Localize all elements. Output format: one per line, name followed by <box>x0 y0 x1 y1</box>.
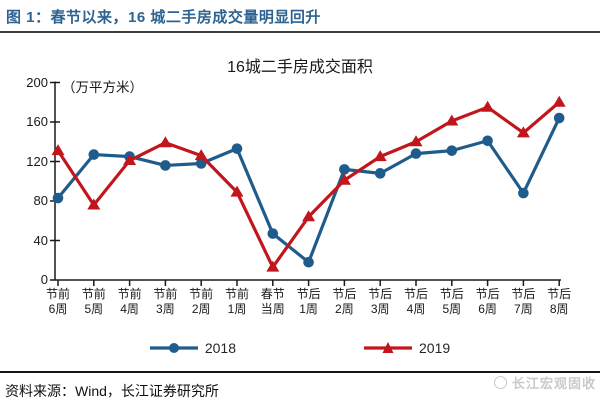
watermark-text: 长江宏观固收 <box>511 376 596 391</box>
legend-marker-icon <box>149 343 198 353</box>
source-text: 资料来源：Wind，长江证券研究所 <box>5 383 219 399</box>
y-tick-label: 160 <box>26 114 48 129</box>
data-point-2019 <box>481 100 495 112</box>
data-point-2019 <box>51 144 65 156</box>
legend-item-2019: 2019 <box>364 340 450 356</box>
data-point-2019 <box>516 126 530 138</box>
legend-label: 2018 <box>204 340 236 356</box>
data-point-2019 <box>302 210 316 222</box>
figure-title: 图 1：春节以来，16 城二手房成交量明显回升 <box>6 9 321 26</box>
x-tick-label: 节后 3周 <box>368 287 393 316</box>
x-tick-label: 节前 3周 <box>153 287 178 316</box>
data-point-2018 <box>553 112 565 124</box>
y-axis-unit-label: （万平方米） <box>62 80 143 95</box>
legend-label: 2019 <box>419 340 451 356</box>
chart-title: 16城二手房成交面积 <box>227 59 373 76</box>
data-point-2018 <box>52 192 64 204</box>
x-tick-label: 节后 1周 <box>296 287 321 316</box>
data-point-2018 <box>231 143 243 154</box>
watermark: 长江宏观固收 <box>493 373 596 392</box>
data-point-2019 <box>194 149 208 161</box>
legend: 2018 2019 <box>0 337 600 359</box>
data-point-2019 <box>123 154 137 166</box>
x-tick-label: 节后 7周 <box>511 287 536 316</box>
data-point-2018 <box>339 164 350 175</box>
data-point-2018 <box>160 160 171 171</box>
axes <box>50 81 561 286</box>
y-tick-label: 80 <box>33 193 48 208</box>
data-point-2019 <box>230 185 244 197</box>
watermark-logo-icon <box>493 376 507 389</box>
x-tick-label: 节前 1周 <box>224 287 249 316</box>
x-tick-label: 节前 6周 <box>45 287 70 316</box>
data-point-2019 <box>87 198 101 210</box>
y-tick-label: 200 <box>26 74 48 90</box>
y-tick-label: 120 <box>26 153 48 169</box>
data-point-2018 <box>88 149 100 160</box>
data-point-2018 <box>410 148 422 159</box>
data-point-2019 <box>266 260 280 272</box>
data-point-2018 <box>482 135 493 147</box>
data-point-2019 <box>337 173 351 185</box>
legend-item-2018: 2018 <box>149 340 236 356</box>
x-tick-label: 节后 2周 <box>332 287 357 316</box>
y-tick-label: 0 <box>40 272 48 287</box>
x-tick-label: 春节 当周 <box>260 287 285 316</box>
x-tick-label: 节后 5周 <box>439 287 464 316</box>
x-tick-label: 节前 4周 <box>117 287 142 316</box>
data-point-2018 <box>518 187 529 199</box>
data-point-2018 <box>267 228 279 239</box>
series-line-2019 <box>56 101 561 269</box>
header-divider <box>0 31 600 33</box>
x-tick-label: 节前 2周 <box>189 287 214 316</box>
x-tick-label: 节后 6周 <box>475 287 500 316</box>
data-point-2018 <box>374 168 386 179</box>
x-tick-label: 节后 8周 <box>547 287 572 316</box>
legend-marker-icon <box>364 342 412 353</box>
footer-divider <box>0 371 600 373</box>
data-point-2019 <box>552 95 566 107</box>
y-tick-label: 40 <box>33 232 48 248</box>
data-point-2019 <box>445 114 459 126</box>
data-point-2018 <box>303 256 314 268</box>
data-point-2018 <box>195 158 207 169</box>
data-point-2019 <box>409 135 423 147</box>
data-point-2019 <box>158 136 172 148</box>
x-tick-label: 节后 4周 <box>403 287 428 316</box>
data-point-2018 <box>446 145 458 156</box>
data-point-2019 <box>373 150 387 162</box>
x-tick-label: 节前 5周 <box>81 287 106 316</box>
